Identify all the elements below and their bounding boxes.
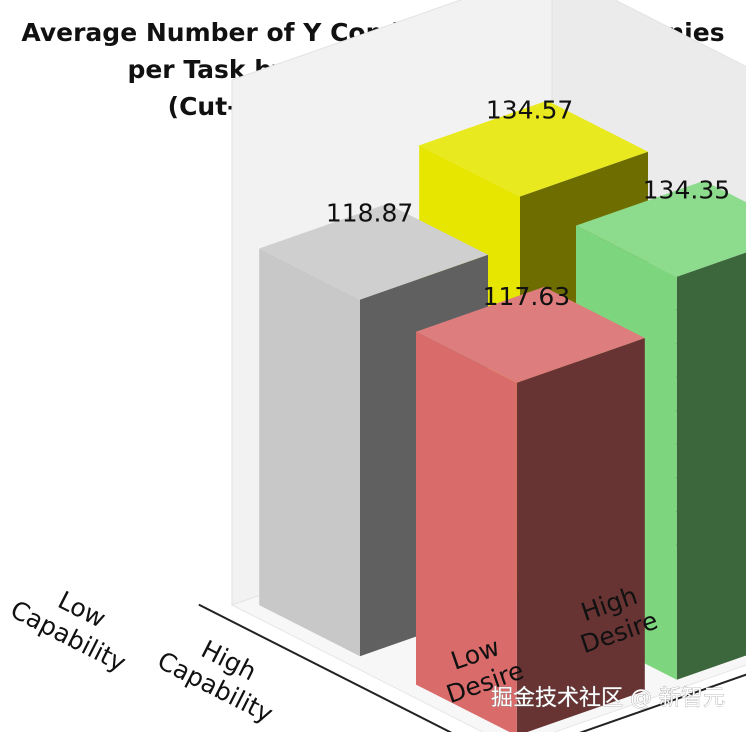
- value-label: 117.63: [483, 282, 570, 311]
- bar-side-face: [516, 338, 645, 732]
- capability-axis-line: [198, 603, 453, 732]
- value-label: 134.57: [486, 96, 573, 125]
- bar-top-face: [416, 286, 645, 383]
- bar-top-face: [259, 203, 488, 300]
- bar-front-face: [416, 331, 517, 732]
- bar-3: [416, 286, 645, 732]
- desire-axis-line: [579, 673, 746, 732]
- bar-front-face: [259, 248, 360, 657]
- value-label: 118.87: [326, 199, 413, 228]
- chart-bars: [259, 100, 746, 732]
- capability-label-low: LowCapability: [6, 568, 145, 678]
- bar-top-face: [419, 100, 648, 197]
- watermark-text: 掘金技术社区 @ 新智元: [491, 686, 725, 711]
- value-label: 134.35: [643, 176, 730, 205]
- capability-label-high: HighCapability: [153, 619, 292, 729]
- bar-side-face: [676, 252, 746, 680]
- bar-top-face: [576, 180, 746, 277]
